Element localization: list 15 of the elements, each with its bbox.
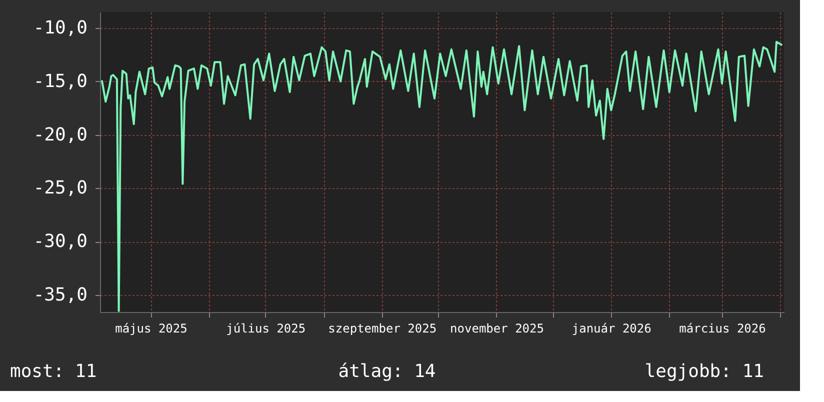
x-tick-label: május 2025 bbox=[115, 322, 188, 336]
y-tick-label: -10,0 bbox=[33, 18, 88, 39]
x-tick-label: január 2026 bbox=[572, 322, 652, 336]
x-tick-label: szeptember 2025 bbox=[328, 322, 437, 336]
y-tick-label: -25,0 bbox=[33, 178, 88, 199]
x-tick-label: március 2026 bbox=[679, 322, 766, 336]
y-tick-label: -30,0 bbox=[33, 231, 88, 252]
y-tick-label: -20,0 bbox=[33, 124, 88, 146]
text: átlag: 14 bbox=[338, 361, 436, 382]
text: most: 11 bbox=[10, 361, 97, 382]
x-tick-label: november 2025 bbox=[450, 322, 544, 336]
text: legjobb: 11 bbox=[644, 361, 764, 382]
y-tick-label: -15,0 bbox=[33, 70, 88, 92]
x-tick-label: július 2025 bbox=[226, 322, 306, 336]
y-tick-label: -35,0 bbox=[33, 284, 88, 306]
